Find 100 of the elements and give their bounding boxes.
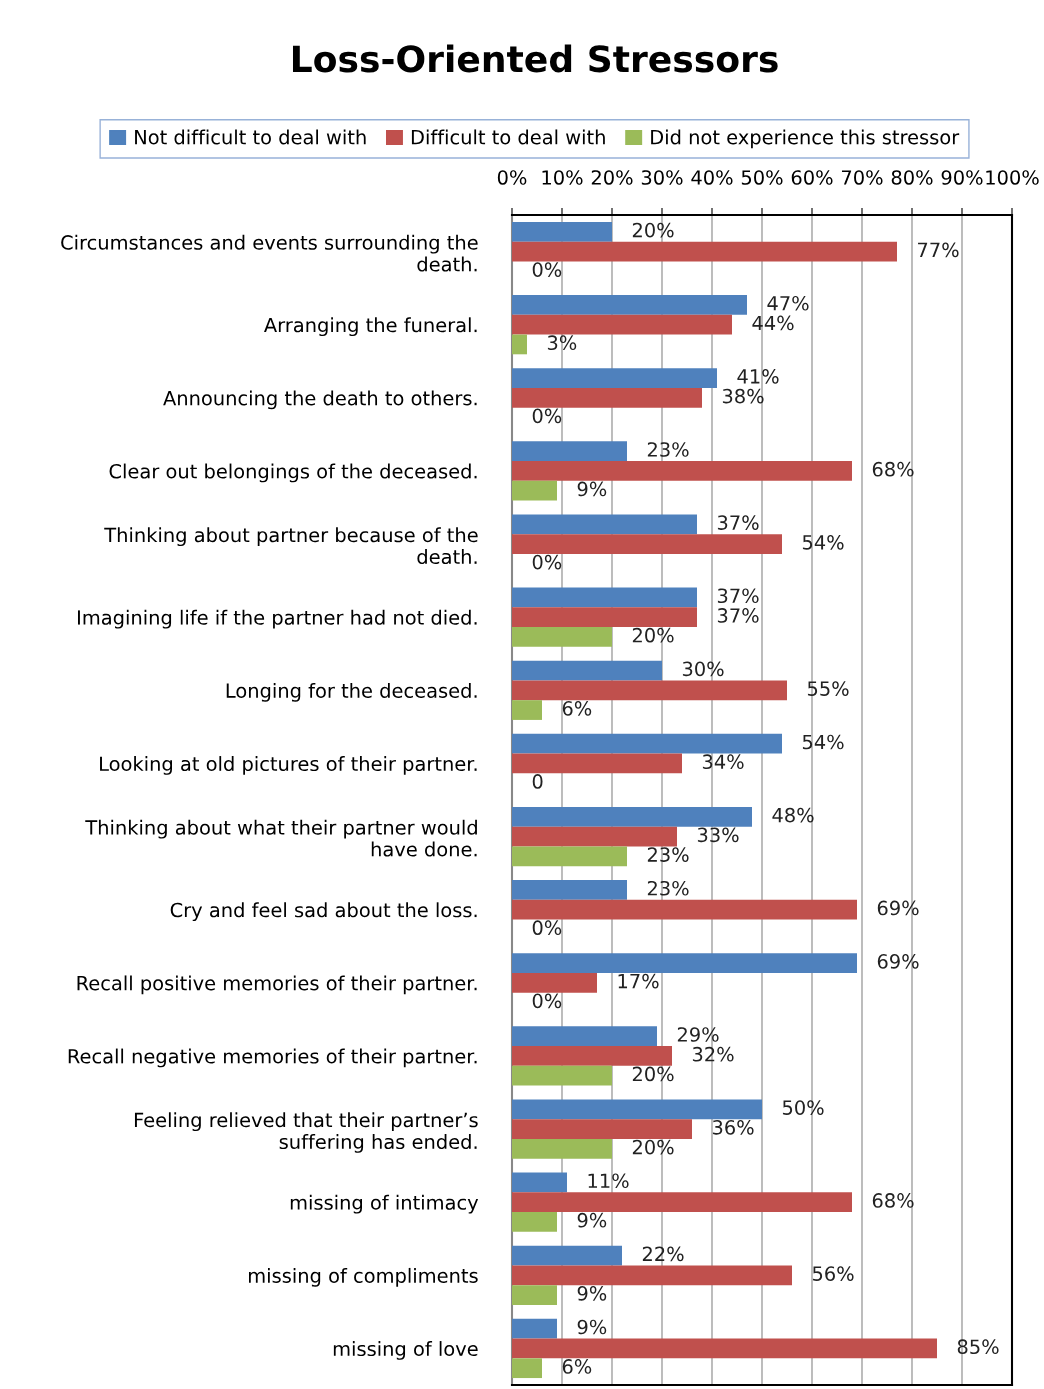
data-label: 0 (532, 774, 543, 789)
bar (512, 1046, 672, 1066)
bar (512, 753, 682, 774)
x-tick-label: 10% (542, 170, 583, 185)
data-label: 55% (807, 681, 849, 696)
data-label: 37% (717, 608, 759, 623)
data-label: 17% (618, 973, 659, 989)
data-label: 68% (872, 1193, 914, 1208)
data-label: 48% (772, 807, 814, 823)
data-label: 33% (697, 827, 739, 843)
x-tick-label: 20% (591, 170, 633, 185)
data-label: 38% (722, 388, 764, 404)
data-label: 22% (642, 1246, 684, 1262)
data-label: 69% (877, 900, 919, 916)
bar (512, 514, 697, 535)
bar (512, 1245, 622, 1266)
data-label: 29% (677, 1027, 719, 1042)
y-tick-label: Recall positive memories of their partner. (77, 975, 477, 995)
data-label: 68% (872, 461, 914, 477)
bar (512, 880, 627, 900)
data-label: 69% (877, 954, 919, 969)
data-label: 20% (632, 627, 674, 643)
data-label: 0% (532, 554, 562, 570)
x-tick-label: 60% (791, 170, 833, 185)
data-label: 54% (802, 535, 844, 550)
bar (512, 368, 717, 388)
bar (512, 899, 857, 920)
data-label: 37% (717, 588, 759, 604)
y-tick-label: missing of intimacy (290, 1194, 479, 1214)
data-label: 0% (532, 920, 562, 936)
y-tick-label: Announcing the death to others. (163, 390, 477, 410)
y-tick-label: Arranging the funeral. (264, 317, 477, 337)
bar (512, 334, 527, 355)
x-tick-label: 40% (691, 170, 733, 185)
data-label: 44% (752, 315, 794, 331)
y-tick-label: missing of compliments (249, 1267, 478, 1287)
bar (512, 660, 662, 681)
data-label: 6% (562, 1359, 592, 1374)
bar (512, 846, 627, 867)
bar (512, 680, 787, 701)
data-label: 85% (957, 1339, 999, 1355)
data-label: 0% (532, 993, 562, 1009)
data-label: 56% (812, 1266, 854, 1281)
data-label: 0% (532, 408, 562, 424)
x-tick-label: 90% (941, 170, 983, 185)
x-tick-label: 100% (986, 170, 1039, 185)
bar (512, 826, 677, 847)
data-label: 6% (562, 700, 592, 716)
y-tick-label: Looking at old pictures of their partner. (100, 756, 477, 775)
y-tick-label: Feeling relieved that their partner’s suffering has ended. (134, 1112, 478, 1153)
y-tick-label: Circumstances and events surrounding the death. (61, 234, 478, 272)
bar (512, 1172, 567, 1193)
bar (512, 1285, 557, 1305)
bar (512, 241, 897, 262)
data-label: 3% (547, 335, 577, 351)
y-tick-label: Clear out belongings of the deceased. (109, 463, 477, 483)
y-tick-label: Imagining life if the partner had not died. (78, 609, 477, 629)
bar (512, 221, 612, 242)
data-label: 30% (682, 661, 724, 677)
data-label: 9% (577, 1285, 607, 1301)
data-label: 32% (692, 1046, 734, 1062)
y-tick-label: Cry and feel sad about the loss. (170, 902, 477, 922)
y-tick-label: Longing for the deceased. (226, 682, 477, 702)
data-label: 0% (532, 262, 562, 277)
data-label: 23% (647, 442, 689, 457)
y-tick-label: Thinking about partner because of the death. (104, 527, 478, 565)
bar (512, 806, 752, 827)
bar (512, 1065, 612, 1086)
bar (512, 587, 697, 608)
data-label: 41% (737, 369, 779, 384)
bar (512, 314, 732, 335)
x-tick-label: 50% (741, 170, 783, 185)
data-label: 20% (632, 1066, 674, 1082)
chart-title: Loss-Oriented Stressors (292, 44, 778, 73)
legend-label: Difficult to deal with (411, 129, 605, 145)
bar (512, 295, 747, 315)
bar (512, 1119, 692, 1139)
bar (512, 1358, 542, 1379)
data-label: 36% (712, 1120, 754, 1135)
data-label: 11% (588, 1173, 629, 1189)
bar (512, 627, 612, 647)
bar (512, 1318, 557, 1339)
bar (512, 480, 557, 501)
bar (512, 1338, 937, 1359)
x-tick-label: 30% (641, 170, 683, 185)
bar (512, 441, 627, 462)
legend-label: Did not experience this stressor (651, 129, 960, 149)
bar (512, 1265, 792, 1286)
bar (512, 700, 542, 720)
data-label: 9% (577, 481, 607, 497)
bar (512, 387, 702, 408)
bar (512, 733, 782, 754)
data-label: 34% (702, 754, 744, 770)
bar (512, 1138, 612, 1159)
bar (512, 972, 597, 993)
data-label: 20% (632, 222, 674, 238)
data-label: 54% (802, 734, 844, 750)
data-label: 47% (767, 295, 809, 311)
data-label: 77% (918, 242, 959, 258)
y-tick-label: Thinking about what their partner would have done. (85, 819, 477, 857)
